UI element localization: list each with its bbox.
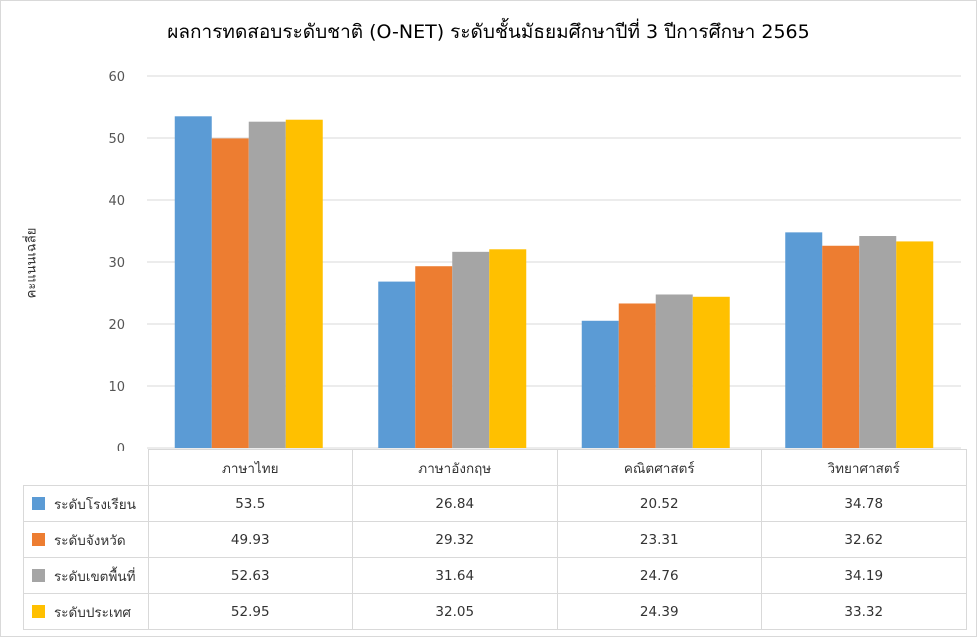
legend-swatch [32, 605, 45, 618]
y-tick-label: 10 [108, 380, 125, 395]
bar [489, 249, 527, 448]
data-label: 20.52 [556, 485, 762, 522]
series-name: ระดับโรงเรียน [54, 496, 136, 513]
table-row: ระดับประเทศ 52.95 32.05 24.39 33.32 [23, 593, 967, 630]
bar [285, 119, 323, 449]
bar [896, 241, 934, 448]
table-corner [23, 449, 149, 486]
data-label: 34.78 [761, 485, 967, 522]
legend-swatch [32, 497, 45, 510]
data-label: 31.64 [352, 557, 558, 594]
bar [211, 138, 249, 448]
data-label: 32.62 [761, 521, 967, 558]
table-row: ระดับเขตพื้นที่ 52.63 31.64 24.76 34.19 [23, 557, 967, 594]
table-row: ระดับโรงเรียน 53.5 26.84 20.52 34.78 [23, 485, 967, 522]
bar [822, 245, 860, 448]
legend-entry: ระดับเขตพื้นที่ [23, 557, 149, 594]
data-label: 34.19 [761, 557, 967, 594]
bar [452, 251, 490, 448]
bar [655, 294, 693, 448]
bar [618, 303, 656, 448]
y-tick-label: 50 [108, 132, 125, 147]
legend-entry: ระดับจังหวัด [23, 521, 149, 558]
data-label: 24.39 [556, 593, 762, 630]
legend-entry: ระดับโรงเรียน [23, 485, 149, 522]
plot-area: 0 10 20 30 40 50 60 [108, 70, 961, 451]
category-label: คณิตศาสตร์ [556, 449, 762, 486]
data-label: 52.95 [147, 593, 353, 630]
bar [859, 236, 897, 448]
bar [378, 281, 416, 448]
bar [174, 116, 212, 449]
data-label: 32.05 [352, 593, 558, 630]
series-name: ระดับจังหวัด [54, 532, 126, 549]
bar [692, 296, 730, 448]
table-row: ระดับจังหวัด 49.93 29.32 23.31 32.62 [23, 521, 967, 558]
legend-swatch [32, 533, 45, 546]
bar [785, 232, 823, 448]
data-label: 49.93 [147, 521, 353, 558]
bar [581, 320, 619, 448]
bar [248, 121, 286, 448]
data-label: 29.32 [352, 521, 558, 558]
category-label: ภาษาอังกฤษ [352, 449, 558, 486]
legend-swatch [32, 569, 45, 582]
data-label: 26.84 [352, 485, 558, 522]
table-header-row: ภาษาไทย ภาษาอังกฤษ คณิตศาสตร์ วิทยาศาสตร์ [23, 449, 967, 486]
y-tick-label: 0 [117, 442, 125, 451]
chart-title: ผลการทดสอบระดับชาติ (O-NET) ระดับชั้นมัธ… [167, 21, 810, 43]
data-label: 53.5 [147, 485, 353, 522]
data-label: 52.63 [147, 557, 353, 594]
y-tick-label: 60 [108, 70, 125, 85]
data-label: 23.31 [556, 521, 762, 558]
series-name: ระดับประเทศ [54, 604, 131, 621]
category-label: ภาษาไทย [147, 449, 353, 486]
y-tick-label: 20 [108, 318, 125, 333]
y-tick-label: 30 [108, 256, 125, 271]
bar [415, 266, 453, 448]
legend-entry: ระดับประเทศ [23, 593, 149, 630]
data-label: 24.76 [556, 557, 762, 594]
y-tick-label: 40 [108, 194, 125, 209]
series-name: ระดับเขตพื้นที่ [54, 568, 136, 585]
data-label: 33.32 [761, 593, 967, 630]
category-label: วิทยาศาสตร์ [761, 449, 967, 486]
data-table: ภาษาไทย ภาษาอังกฤษ คณิตศาสตร์ วิทยาศาสตร์ ระ… [23, 449, 967, 630]
